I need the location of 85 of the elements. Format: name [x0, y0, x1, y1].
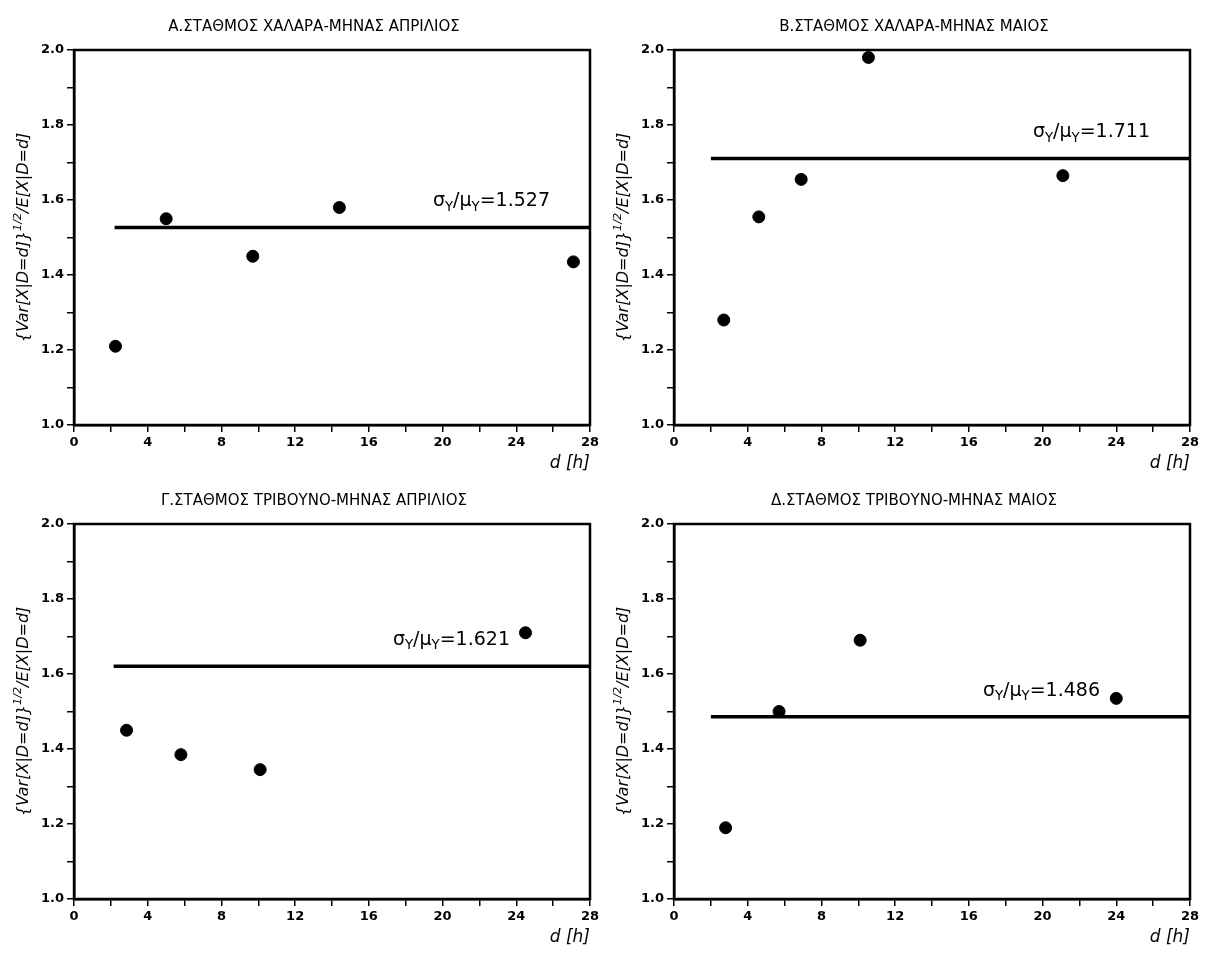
x-axis-title: d [h] [549, 926, 590, 947]
x-tick-label: 0 [669, 908, 679, 924]
x-tick-label: 16 [959, 908, 978, 924]
x-axis-title: d [h] [549, 452, 590, 473]
x-tick-label: 24 [507, 908, 526, 924]
x-tick-label: 0 [69, 434, 79, 450]
x-tick-label: 4 [743, 434, 753, 450]
point [861, 51, 875, 64]
point [174, 748, 188, 762]
y-tick-label: 1.6 [41, 665, 65, 681]
y-tick-label: 2.0 [41, 41, 65, 57]
x-tick-label: 4 [143, 434, 153, 450]
x-tick-label: 28 [1180, 434, 1200, 450]
y-tick-label: 1.4 [41, 740, 65, 756]
y-axis-title: {Var[X|D=d]}1/2/E[X|D=d] [611, 132, 633, 343]
y-tick-label: 1.4 [41, 266, 65, 282]
y-tick-label: 1.4 [641, 266, 665, 282]
x-tick-label: 8 [816, 434, 826, 450]
x-tick-label: 0 [69, 908, 79, 924]
point [1109, 691, 1123, 705]
x-tick-label: 0 [669, 434, 679, 450]
x-tick-label: 8 [216, 908, 226, 924]
y-axis-title: {Var[X|D=d]}1/2/E[X|D=d] [611, 606, 633, 817]
x-axis-title: d [h] [1149, 926, 1190, 947]
x-tick-label: 20 [1033, 434, 1052, 450]
y-axis-title: {Var[X|D=d]}1/2/E[X|D=d] [11, 606, 33, 817]
x-tick-label: 16 [359, 908, 378, 924]
x-tick-label: 20 [433, 908, 452, 924]
point [719, 821, 733, 835]
point [108, 339, 122, 353]
y-tick-label: 1.4 [641, 740, 665, 756]
y-tick-label: 2.0 [41, 515, 65, 531]
x-tick-label: 20 [433, 434, 452, 450]
point [1056, 169, 1070, 183]
x-tick-label: 16 [959, 434, 978, 450]
x-tick-label: 24 [1107, 908, 1126, 924]
point [566, 255, 580, 269]
chart-title: Β.ΣΤΑΘΜΟΣ ΧΑΛΑΡΑ-ΜΗΝΑΣ ΜΑΙΟΣ [779, 16, 1049, 35]
y-tick-label: 1.8 [41, 116, 65, 132]
x-tick-label: 28 [1180, 908, 1200, 924]
point [159, 212, 173, 226]
y-tick-label: 1.2 [641, 815, 665, 831]
point [246, 249, 260, 263]
x-tick-label: 8 [816, 908, 826, 924]
x-tick-label: 16 [359, 434, 378, 450]
y-tick-label: 1.6 [41, 191, 65, 207]
y-tick-label: 1.0 [41, 890, 65, 906]
chart-title: Δ.ΣΤΑΘΜΟΣ ΤΡΙΒΟΥΝΟ-ΜΗΝΑΣ ΜΑΙΟΣ [771, 490, 1057, 509]
point [717, 313, 731, 327]
point [519, 626, 532, 640]
x-tick-label: 12 [886, 434, 905, 450]
point [752, 210, 766, 224]
y-tick-label: 1.2 [641, 341, 665, 357]
x-tick-label: 4 [743, 908, 753, 924]
point [794, 172, 808, 186]
x-tick-label: 28 [580, 434, 600, 450]
point [332, 201, 346, 214]
point [853, 633, 867, 647]
x-tick-label: 28 [580, 908, 600, 924]
y-tick-label: 1.2 [41, 341, 65, 357]
chart-title: Γ.ΣΤΑΘΜΟΣ ΤΡΙΒΟΥΝΟ-ΜΗΝΑΣ ΑΠΡΙΛΙΟΣ [160, 490, 468, 509]
x-tick-label: 20 [1033, 908, 1052, 924]
y-axis-title: {Var[X|D=d]}1/2/E[X|D=d] [11, 132, 33, 343]
x-tick-label: 12 [286, 434, 305, 450]
x-tick-label: 24 [507, 434, 526, 450]
x-axis-title: d [h] [1149, 452, 1190, 473]
x-tick-label: 8 [216, 434, 226, 450]
y-tick-label: 1.2 [41, 815, 65, 831]
y-tick-label: 1.6 [641, 665, 665, 681]
y-tick-label: 2.0 [641, 41, 665, 57]
y-tick-label: 1.0 [41, 416, 65, 432]
y-tick-label: 1.0 [641, 416, 665, 432]
x-tick-label: 12 [886, 908, 905, 924]
y-tick-label: 1.0 [641, 890, 665, 906]
point [120, 723, 134, 737]
y-tick-label: 1.8 [641, 590, 665, 606]
point [253, 763, 267, 777]
x-tick-label: 12 [286, 908, 305, 924]
chart-title: Α.ΣΤΑΘΜΟΣ ΧΑΛΑΡΑ-ΜΗΝΑΣ ΑΠΡΙΛΙΟΣ [168, 16, 460, 35]
x-tick-label: 24 [1107, 434, 1126, 450]
y-tick-label: 1.8 [641, 116, 665, 132]
x-tick-label: 4 [143, 908, 153, 924]
y-tick-label: 1.6 [641, 191, 665, 207]
y-tick-label: 1.8 [41, 590, 65, 606]
y-tick-label: 2.0 [641, 515, 665, 531]
